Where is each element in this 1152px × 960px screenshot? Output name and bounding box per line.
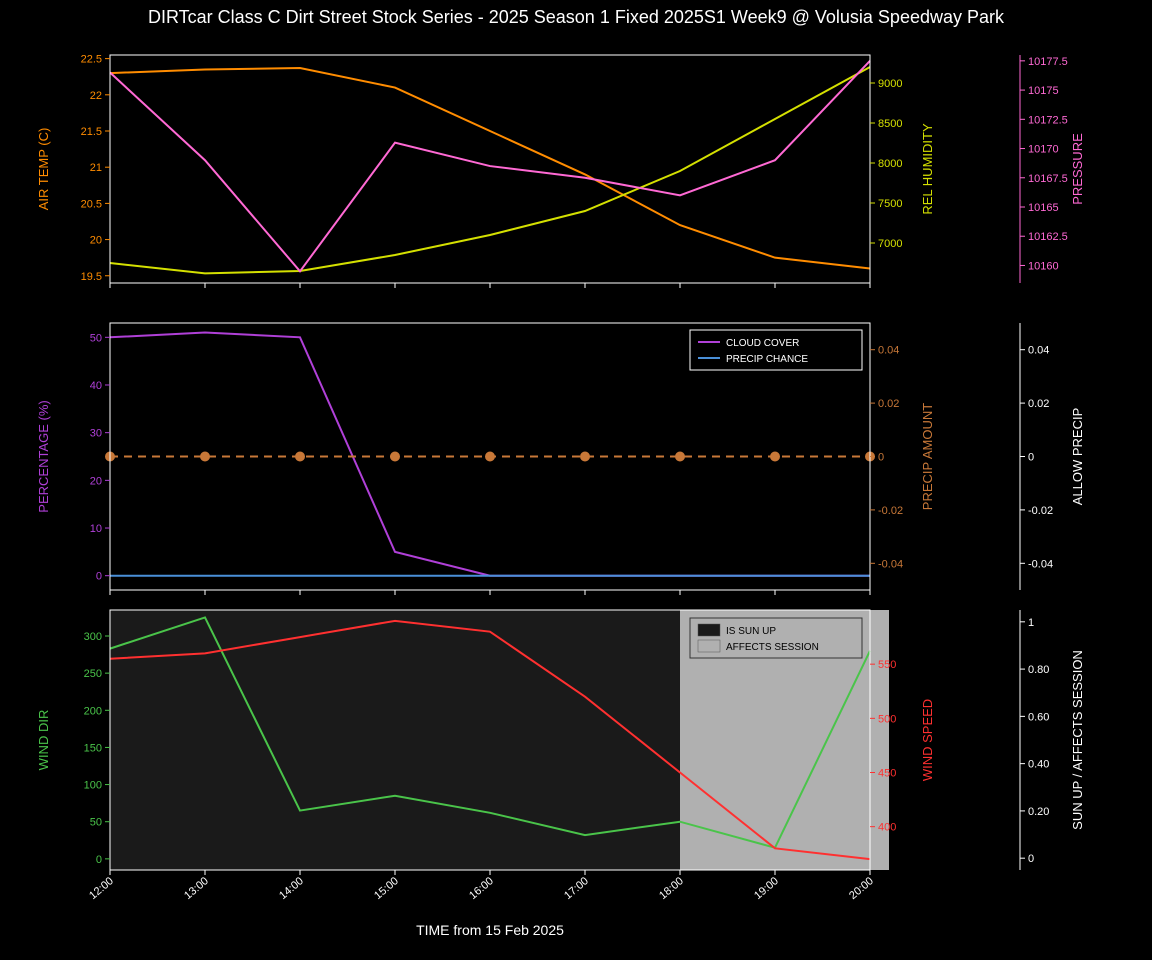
svg-text:250: 250 [84,668,102,680]
svg-text:150: 150 [84,742,102,754]
svg-text:8500: 8500 [878,118,902,130]
svg-text:100: 100 [84,780,102,792]
svg-text:0.40: 0.40 [1028,759,1049,771]
svg-text:8000: 8000 [878,158,902,170]
svg-text:22: 22 [90,90,102,102]
svg-text:30: 30 [90,428,102,440]
svg-text:20: 20 [90,475,102,487]
svg-text:17:00: 17:00 [562,875,591,902]
svg-text:50: 50 [90,332,102,344]
svg-text:10165: 10165 [1028,202,1059,214]
svg-text:40: 40 [90,380,102,392]
svg-text:10175: 10175 [1028,85,1059,97]
svg-text:500: 500 [878,713,896,725]
svg-text:TIME from 15 Feb 2025: TIME from 15 Feb 2025 [416,922,564,938]
svg-text:7000: 7000 [878,238,902,250]
svg-text:SUN UP / AFFECTS SESSION: SUN UP / AFFECTS SESSION [1070,650,1085,830]
svg-text:0: 0 [96,854,102,866]
svg-text:CLOUD COVER: CLOUD COVER [726,338,799,349]
svg-text:0.80: 0.80 [1028,664,1049,676]
svg-text:14:00: 14:00 [277,875,306,902]
svg-text:0.02: 0.02 [878,398,899,410]
svg-text:0: 0 [1028,452,1034,464]
svg-text:550: 550 [878,659,896,671]
svg-text:450: 450 [878,768,896,780]
svg-text:1: 1 [1028,617,1034,629]
svg-text:AFFECTS SESSION: AFFECTS SESSION [726,642,819,653]
svg-text:10177.5: 10177.5 [1028,56,1068,68]
svg-text:19.5: 19.5 [81,271,102,283]
svg-text:300: 300 [84,631,102,643]
svg-text:REL HUMIDITY: REL HUMIDITY [920,123,935,215]
svg-text:9000: 9000 [878,78,902,90]
svg-text:20: 20 [90,235,102,247]
svg-text:12:00: 12:00 [87,875,116,902]
svg-text:7500: 7500 [878,198,902,210]
svg-text:-0.04: -0.04 [878,558,903,570]
svg-text:22.5: 22.5 [81,54,102,66]
svg-text:-0.02: -0.02 [1028,505,1053,517]
svg-text:DIRTcar Class C Dirt Street St: DIRTcar Class C Dirt Street Stock Series… [148,7,1005,27]
svg-text:WIND SPEED: WIND SPEED [920,699,935,781]
svg-text:18:00: 18:00 [657,875,686,902]
svg-text:0.02: 0.02 [1028,398,1049,410]
svg-text:16:00: 16:00 [467,875,496,902]
svg-text:10: 10 [90,523,102,535]
svg-text:PRECIP AMOUNT: PRECIP AMOUNT [920,403,935,510]
svg-text:0: 0 [1028,853,1034,865]
svg-text:PRECIP CHANCE: PRECIP CHANCE [726,354,808,365]
svg-text:10160: 10160 [1028,260,1059,272]
svg-text:19:00: 19:00 [752,875,781,902]
svg-text:200: 200 [84,705,102,717]
svg-text:ALLOW PRECIP: ALLOW PRECIP [1070,408,1085,506]
svg-text:0.04: 0.04 [878,345,899,357]
svg-text:0.60: 0.60 [1028,711,1049,723]
svg-text:0: 0 [878,452,884,464]
svg-text:PRESSURE: PRESSURE [1070,133,1085,205]
svg-text:20.5: 20.5 [81,198,102,210]
svg-text:13:00: 13:00 [182,875,211,902]
svg-text:-0.02: -0.02 [878,505,903,517]
chart-container: DIRTcar Class C Dirt Street Stock Series… [0,0,1152,960]
svg-text:50: 50 [90,817,102,829]
svg-text:21: 21 [90,162,102,174]
svg-text:AIR TEMP (C): AIR TEMP (C) [36,128,51,211]
svg-text:-0.04: -0.04 [1028,558,1053,570]
svg-text:10170: 10170 [1028,144,1059,156]
svg-text:10162.5: 10162.5 [1028,231,1068,243]
chart-svg: DIRTcar Class C Dirt Street Stock Series… [0,0,1152,960]
svg-text:400: 400 [878,822,896,834]
svg-text:IS SUN UP: IS SUN UP [726,626,776,637]
svg-text:WIND DIR: WIND DIR [36,710,51,771]
svg-text:0: 0 [96,571,102,583]
svg-text:15:00: 15:00 [372,875,401,902]
svg-text:20:00: 20:00 [847,875,876,902]
svg-text:0.20: 0.20 [1028,806,1049,818]
svg-text:0.04: 0.04 [1028,345,1049,357]
svg-text:PERCENTAGE (%): PERCENTAGE (%) [36,400,51,512]
svg-text:21.5: 21.5 [81,126,102,138]
svg-text:10167.5: 10167.5 [1028,173,1068,185]
svg-text:10172.5: 10172.5 [1028,114,1068,126]
